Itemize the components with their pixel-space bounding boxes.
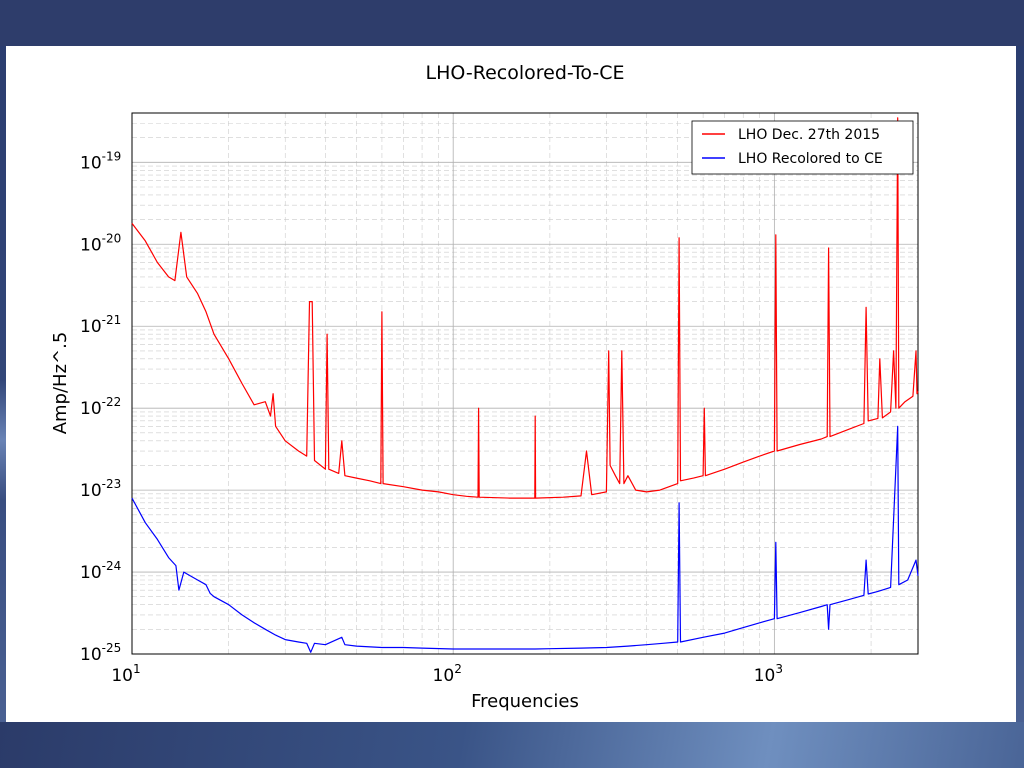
- legend: LHO Dec. 27th 2015 LHO Recolored to CE: [691, 120, 914, 175]
- x-axis-label: Frequencies: [471, 691, 579, 712]
- series-lines: [131, 117, 919, 653]
- series-line-red: [131, 117, 919, 499]
- slide-bottom-band: [0, 722, 1024, 768]
- minor-gridlines: [132, 113, 918, 654]
- y-tick-label: 10-20: [80, 231, 121, 255]
- series-line-blue: [131, 425, 919, 653]
- legend-box: [691, 120, 914, 175]
- x-tick-label: 102: [433, 662, 462, 686]
- legend-entry-blue: LHO Recolored to CE: [738, 151, 883, 167]
- y-tick-label: 10-22: [80, 395, 121, 419]
- y-tick-label: 10-24: [80, 559, 121, 583]
- plot-area-frame: [131, 112, 919, 655]
- x-tick-label: 101: [111, 662, 140, 686]
- background-streak: [0, 380, 8, 500]
- x-tick-label: 103: [754, 662, 783, 686]
- y-tick-label: 10-21: [80, 313, 121, 337]
- x-axis: 101 102 103: [111, 662, 783, 686]
- y-axis: 10-19 10-20 10-21 10-22 10-23 10-24 10-25: [80, 149, 121, 665]
- y-axis-label: Amp/Hz^.5: [50, 332, 71, 435]
- y-tick-label: 10-23: [80, 477, 121, 501]
- y-tick-label: 10-19: [80, 149, 121, 173]
- chart-title: LHO-Recolored-To-CE: [426, 62, 625, 84]
- y-tick-label: 10-25: [80, 641, 121, 665]
- legend-entry-red: LHO Dec. 27th 2015: [738, 127, 880, 143]
- slide-top-band: [0, 0, 1024, 46]
